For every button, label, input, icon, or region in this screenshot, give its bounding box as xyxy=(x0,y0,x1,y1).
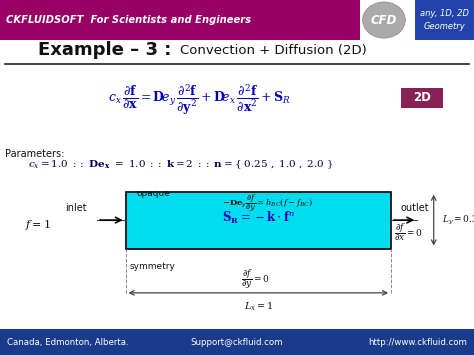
Text: CKFLUIDSOFT  For Scientists and Engineers: CKFLUIDSOFT For Scientists and Engineers xyxy=(6,15,251,25)
Text: $\mathbf{S_R} = -\mathbf{k} \cdot \mathbf{f}^n$: $\mathbf{S_R} = -\mathbf{k} \cdot \mathb… xyxy=(222,210,295,226)
Text: $c_x\,\dfrac{\partial \mathbf{f}}{\partial \mathbf{x}}=\mathbf{D}\!e_y\,\dfrac{\: $c_x\,\dfrac{\partial \mathbf{f}}{\parti… xyxy=(108,82,291,117)
Text: Canada, Edmonton, Alberta.: Canada, Edmonton, Alberta. xyxy=(7,338,129,347)
Text: $\dfrac{\partial f}{\partial y}=0$: $\dfrac{\partial f}{\partial y}=0$ xyxy=(241,267,271,291)
Text: $f=1$: $f=1$ xyxy=(25,218,51,233)
Bar xyxy=(415,0,474,40)
Text: CFD: CFD xyxy=(371,13,397,27)
Text: Convection + Diffusion (2D): Convection + Diffusion (2D) xyxy=(180,44,367,57)
Text: any, 1D, 2D
Geometry: any, 1D, 2D Geometry xyxy=(419,9,469,31)
Text: opaque: opaque xyxy=(137,189,171,198)
Text: inlet: inlet xyxy=(65,203,87,213)
Text: 2D: 2D xyxy=(413,92,431,104)
Text: $c_x =1.0\ ::\ \mathbf{De_x}\ =\ 1.0\ ::\ \mathbf{k}=2\ ::\ \mathbf{n}=\{\ 0.25\: $c_x =1.0\ ::\ \mathbf{De_x}\ =\ 1.0\ ::… xyxy=(28,159,334,171)
Text: Support@ckfluid.com: Support@ckfluid.com xyxy=(191,338,283,347)
Bar xyxy=(0,329,474,355)
Bar xyxy=(0,0,360,40)
Bar xyxy=(126,192,391,248)
Text: Example – 3 :: Example – 3 : xyxy=(38,42,178,59)
Text: http://www.ckfluid.com: http://www.ckfluid.com xyxy=(368,338,467,347)
Text: $-\mathbf{De}_y\dfrac{\partial f}{\partial y}=h_{BC}(f-f_{BC})$: $-\mathbf{De}_y\dfrac{\partial f}{\parti… xyxy=(222,192,313,214)
Text: Parameters:: Parameters: xyxy=(5,149,64,159)
Bar xyxy=(401,88,443,108)
Text: $L_x = 1$: $L_x = 1$ xyxy=(244,301,273,313)
Text: $\dfrac{\partial f}{\partial x}=0$: $\dfrac{\partial f}{\partial x}=0$ xyxy=(394,222,423,244)
Ellipse shape xyxy=(363,2,405,38)
Text: outlet: outlet xyxy=(401,203,429,213)
Text: symmetry: symmetry xyxy=(129,262,175,272)
Text: $L_y = 0.3$: $L_y = 0.3$ xyxy=(442,214,474,226)
